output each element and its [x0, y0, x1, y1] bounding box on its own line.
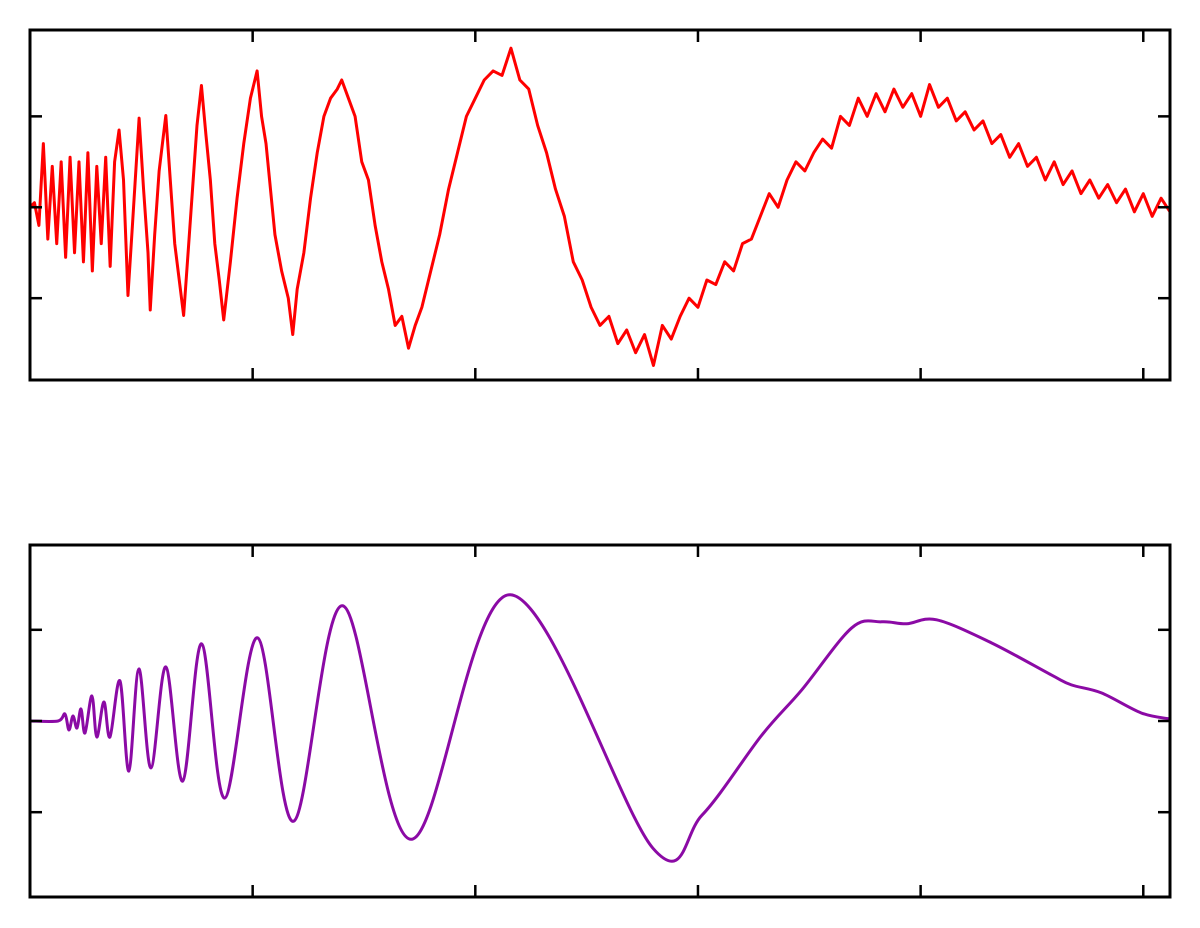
panel	[28, 28, 1172, 382]
plot-frame	[28, 543, 1172, 899]
panel	[28, 543, 1172, 899]
data-line	[30, 46, 1170, 367]
data-line	[30, 593, 1170, 863]
plot-frame	[28, 28, 1172, 382]
